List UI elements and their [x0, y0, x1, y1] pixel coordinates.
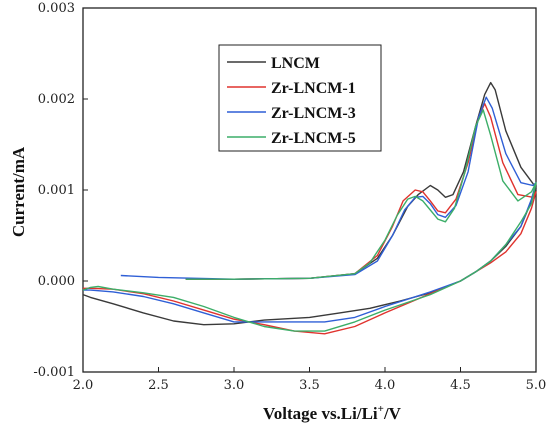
y-axis-label: Current/mA [9, 146, 28, 237]
x-axis-label-sup: + [378, 403, 384, 415]
x-tick-label: 4.0 [375, 378, 396, 393]
y-tick-label: -0.001 [33, 365, 75, 380]
x-tick-label: 3.0 [224, 378, 245, 393]
x-axis-label-suffix: /V [383, 404, 402, 423]
y-tick-label: 0.003 [38, 1, 75, 16]
y-tick-label: 0.002 [38, 92, 75, 107]
legend-label: Zr-LNCM-3 [271, 105, 356, 122]
y-tick-label: 0.000 [38, 274, 75, 289]
series-line-4 [82, 109, 537, 332]
series-line-3 [83, 96, 537, 323]
x-axis-label: Voltage vs.Li/Li+/V [263, 403, 402, 423]
legend-label: Zr-LNCM-5 [271, 130, 356, 147]
legend-label: LNCM [271, 55, 320, 72]
x-axis-label-prefix: Voltage vs.Li/Li [263, 404, 378, 423]
x-tick-label: 5.0 [526, 378, 547, 393]
axis-ticks: 2.0 2.5 3.0 3.5 4.0 4.5 5.0 -0.001 0.000 0.001 0.0… [33, 1, 546, 393]
series-layer [82, 81, 537, 335]
x-tick-label: 4.5 [450, 378, 471, 393]
x-tick-label: 2.0 [73, 378, 94, 393]
legend-label: Zr-LNCM-1 [271, 80, 356, 97]
legend: LNCM Zr-LNCM-1 Zr-LNCM-3 Zr-LNCM-5 [218, 44, 382, 152]
y-tick-label: 0.001 [38, 183, 75, 198]
x-tick-label: 3.5 [299, 378, 320, 393]
x-tick-label: 2.5 [148, 378, 169, 393]
